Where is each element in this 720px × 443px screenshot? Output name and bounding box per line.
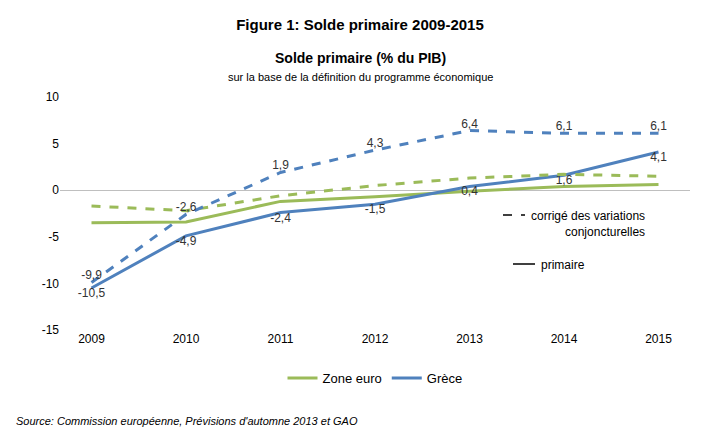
- svg-text:2012: 2012: [362, 332, 389, 346]
- svg-text:Zone euro: Zone euro: [323, 371, 382, 386]
- svg-text:-10: -10: [42, 277, 60, 291]
- svg-text:-1,5: -1,5: [365, 202, 386, 216]
- svg-text:2013: 2013: [456, 332, 483, 346]
- svg-text:6,1: 6,1: [650, 119, 667, 133]
- svg-text:2015: 2015: [645, 332, 672, 346]
- svg-text:Figure 1: Solde primaire 2009-: Figure 1: Solde primaire 2009-2015: [236, 16, 484, 33]
- svg-text:Source: Commission européenne,: Source: Commission européenne, Prévision…: [16, 415, 358, 427]
- svg-text:2011: 2011: [268, 332, 294, 346]
- svg-text:2010: 2010: [173, 332, 200, 346]
- svg-text:2009: 2009: [78, 332, 105, 346]
- svg-text:0,4: 0,4: [461, 184, 478, 198]
- svg-text:1,9: 1,9: [272, 158, 289, 172]
- svg-text:-2,4: -2,4: [270, 211, 291, 225]
- svg-text:sur la base de la définition d: sur la base de la définition du programm…: [228, 71, 493, 83]
- svg-text:-15: -15: [42, 323, 60, 337]
- svg-text:corrigé des variationsconjonct: corrigé des variationsconjoncturelles: [531, 209, 645, 239]
- svg-text:0: 0: [52, 183, 59, 197]
- svg-text:-5: -5: [48, 230, 59, 244]
- svg-text:Grèce: Grèce: [427, 371, 462, 386]
- svg-text:-9,9: -9,9: [81, 268, 102, 282]
- svg-text:Solde primaire (% du PIB): Solde primaire (% du PIB): [275, 50, 446, 66]
- svg-text:6,4: 6,4: [461, 117, 478, 131]
- svg-text:-4,9: -4,9: [176, 234, 197, 248]
- svg-text:10: 10: [46, 90, 60, 104]
- svg-text:5: 5: [52, 137, 59, 151]
- svg-text:1,6: 1,6: [556, 173, 573, 187]
- svg-text:-10,5: -10,5: [78, 286, 106, 300]
- svg-text:4,1: 4,1: [650, 150, 667, 164]
- svg-text:4,3: 4,3: [367, 136, 384, 150]
- svg-text:6,1: 6,1: [556, 119, 573, 133]
- svg-text:2014: 2014: [551, 332, 578, 346]
- svg-text:primaire: primaire: [541, 258, 585, 272]
- svg-text:-2,6: -2,6: [176, 200, 197, 214]
